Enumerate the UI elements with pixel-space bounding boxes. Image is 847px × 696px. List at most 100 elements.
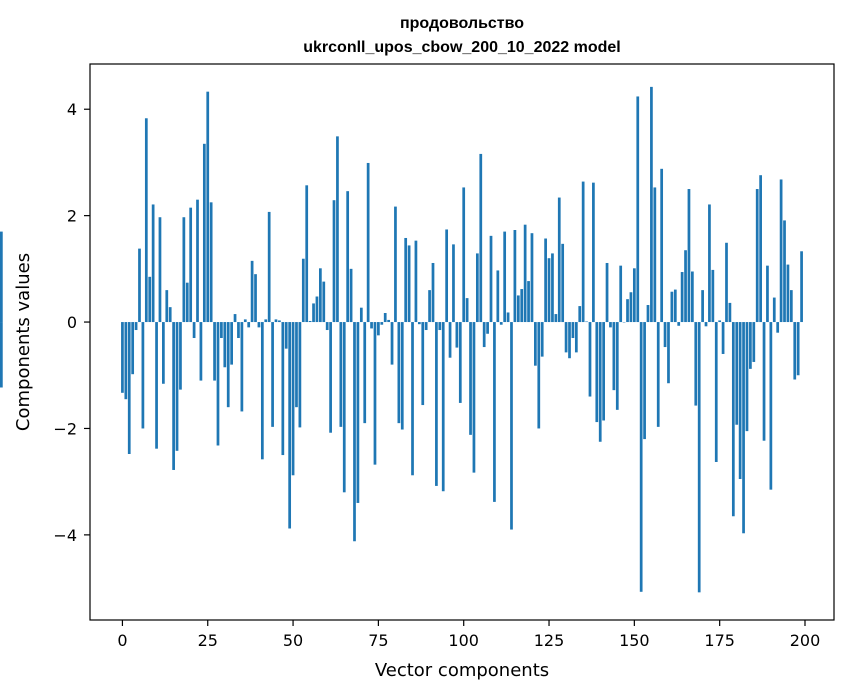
bar-103 bbox=[472, 322, 476, 473]
bar-177 bbox=[725, 242, 728, 323]
bar-169 bbox=[697, 322, 701, 593]
chart-title-line1: продовольство bbox=[400, 15, 524, 32]
y-tick-label: 4 bbox=[67, 100, 77, 119]
bar-117 bbox=[520, 289, 524, 323]
bar-104 bbox=[475, 253, 479, 323]
bar-175 bbox=[718, 320, 722, 323]
bar-83 bbox=[404, 237, 408, 323]
bar-93 bbox=[438, 322, 442, 331]
bar-126 bbox=[551, 253, 554, 323]
bar-198 bbox=[796, 322, 800, 376]
bar-182 bbox=[742, 322, 745, 534]
bar-134 bbox=[578, 306, 582, 323]
bar-52 bbox=[298, 322, 302, 428]
bar-114 bbox=[510, 322, 513, 530]
bar-8 bbox=[148, 276, 152, 323]
x-axis-ticks: 0 25 50 75 100 125 150 175 200 bbox=[117, 620, 820, 650]
bar-65 bbox=[342, 322, 346, 493]
bar-168 bbox=[694, 322, 698, 406]
bar-132 bbox=[571, 322, 575, 339]
bar-51 bbox=[295, 322, 298, 408]
bar-64 bbox=[339, 322, 343, 427]
bar-193 bbox=[779, 179, 783, 323]
bar-37 bbox=[247, 322, 251, 328]
bar-180 bbox=[735, 322, 739, 425]
bar-121 bbox=[534, 322, 537, 366]
bar-20 bbox=[189, 207, 193, 323]
bar-13 bbox=[165, 290, 169, 323]
bar-70 bbox=[359, 307, 363, 323]
bar-25 bbox=[206, 91, 210, 323]
bar-81 bbox=[397, 322, 401, 424]
bar-23 bbox=[199, 322, 203, 381]
bar-92 bbox=[435, 322, 438, 486]
bar-46 bbox=[278, 320, 281, 323]
bar-125 bbox=[547, 258, 551, 323]
bar-101 bbox=[465, 298, 469, 323]
bar-115 bbox=[513, 230, 517, 323]
bar-127 bbox=[554, 314, 558, 323]
y-axis-ticks: −4 −2 0 2 4 bbox=[53, 100, 90, 545]
bar-102 bbox=[469, 322, 472, 435]
x-tick-label: 75 bbox=[368, 631, 388, 650]
bar-173 bbox=[711, 269, 715, 323]
bar-163 bbox=[677, 322, 681, 326]
bar-68 bbox=[353, 322, 356, 542]
bar-187 bbox=[759, 175, 762, 323]
bar-158 bbox=[660, 168, 664, 323]
bar-60 bbox=[325, 322, 329, 331]
bar-150 bbox=[632, 268, 636, 323]
bar-128 bbox=[557, 197, 561, 323]
bar-192 bbox=[776, 322, 780, 333]
bar-79 bbox=[390, 322, 394, 365]
bar-16 bbox=[175, 322, 179, 451]
bar-26 bbox=[209, 202, 213, 323]
bar-189 bbox=[766, 265, 769, 323]
bar-3 bbox=[131, 322, 135, 375]
y-tick-label: −4 bbox=[53, 526, 77, 545]
bar-89 bbox=[424, 322, 428, 331]
bar-181 bbox=[738, 322, 742, 480]
bar-141 bbox=[602, 322, 605, 421]
bar-66 bbox=[346, 191, 350, 323]
bar-58 bbox=[319, 268, 322, 323]
bar-86 bbox=[414, 240, 418, 323]
bar-194 bbox=[783, 220, 786, 323]
bar-110 bbox=[496, 270, 500, 323]
chart-title-line2: ukrconll_upos_cbow_200_10_2022 model bbox=[303, 39, 620, 56]
bar-190 bbox=[769, 322, 773, 490]
bar-6 bbox=[141, 322, 145, 429]
x-tick-label: 50 bbox=[283, 631, 303, 650]
bar-167 bbox=[691, 271, 694, 323]
bar-24 bbox=[202, 143, 206, 323]
bar-69 bbox=[356, 322, 360, 503]
bars-group bbox=[0, 86, 803, 593]
bar-32 bbox=[230, 322, 233, 365]
bar-49 bbox=[288, 322, 292, 529]
bar-71 bbox=[363, 322, 367, 424]
bar-118 bbox=[523, 224, 527, 323]
bar-113 bbox=[506, 312, 510, 323]
bar-99 bbox=[458, 322, 462, 403]
bar-33 bbox=[233, 314, 237, 323]
bar-87 bbox=[417, 322, 421, 325]
bar-98 bbox=[455, 322, 459, 348]
bar-53 bbox=[301, 258, 305, 323]
bar-47 bbox=[281, 322, 285, 456]
bar-186 bbox=[755, 189, 759, 323]
bar-82 bbox=[400, 322, 404, 430]
bar-19 bbox=[185, 282, 189, 323]
bar-39 bbox=[254, 274, 257, 323]
bar-73 bbox=[370, 322, 373, 329]
bar-148 bbox=[626, 299, 629, 323]
bar-184 bbox=[749, 322, 752, 369]
bar-96 bbox=[448, 322, 452, 358]
bar-142 bbox=[605, 262, 609, 323]
bar-146 bbox=[619, 265, 623, 323]
bar-11 bbox=[158, 217, 162, 323]
bar-38 bbox=[250, 260, 254, 323]
bar-140 bbox=[598, 322, 602, 442]
bar-85 bbox=[411, 322, 414, 476]
bar-160 bbox=[667, 322, 670, 384]
bar-75 bbox=[377, 322, 380, 336]
